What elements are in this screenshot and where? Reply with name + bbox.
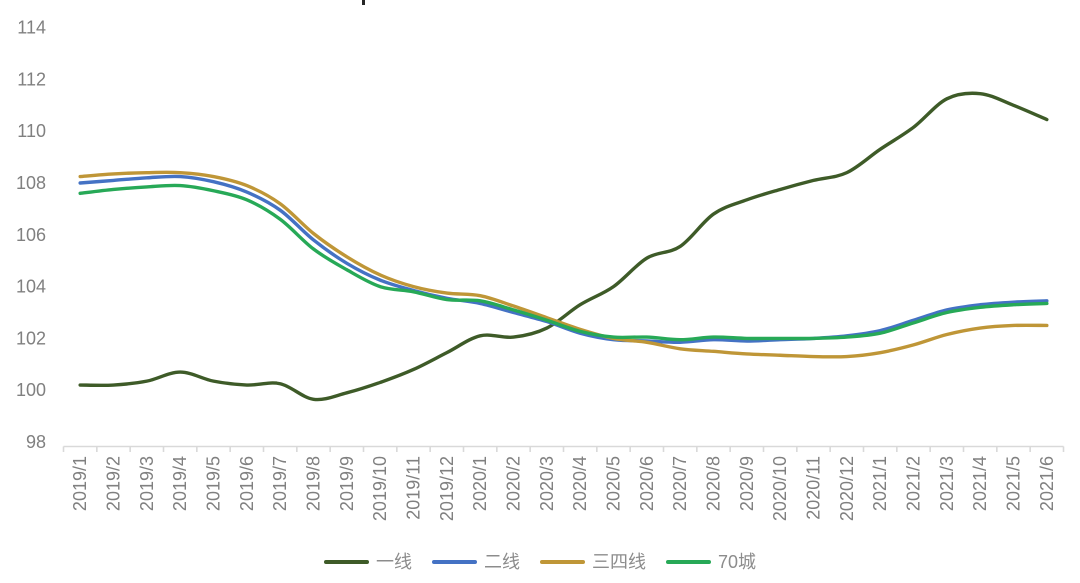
x-axis-label: 2019/3: [137, 456, 157, 511]
x-axis: [62, 445, 1065, 452]
x-axis-label: 2021/2: [904, 456, 924, 511]
x-axis-label: 2020/1: [470, 456, 490, 511]
series-line-cities70: [78, 183, 1049, 342]
x-axis-label: 2021/6: [1037, 456, 1057, 511]
x-axis-label: 2019/7: [270, 456, 290, 511]
chart-legend: 一线 二线 三四线 70城: [0, 548, 1080, 576]
y-axis-label: 104: [16, 277, 46, 297]
x-axis-label: 2020/3: [537, 456, 557, 511]
y-axis-label: 106: [16, 225, 46, 245]
x-axis-label: 2019/8: [304, 456, 324, 511]
legend-swatch-tier2: [431, 560, 477, 564]
x-axis-label: 2019/12: [437, 456, 457, 521]
y-axis-label: 112: [17, 69, 46, 89]
y-axis-label: 102: [16, 328, 46, 348]
x-axis-label: 2021/5: [1004, 456, 1024, 511]
x-axis-label: 2020/10: [770, 456, 790, 521]
y-axis-label: 98: [26, 432, 46, 452]
x-axis-label: 2019/11: [404, 456, 424, 520]
legend-swatch-tier34: [539, 560, 585, 564]
legend-item-tier1: 一线: [323, 552, 412, 572]
x-axis-label: 2020/5: [604, 456, 624, 511]
legend-label-tier2: 二线: [483, 552, 520, 572]
legend-item-tier34: 三四线: [539, 552, 646, 572]
legend-label-cities70: 70城: [717, 552, 757, 572]
x-axis-label: 2019/9: [337, 456, 357, 511]
y-axis-label: 114: [17, 18, 46, 38]
y-axis-label: 110: [17, 121, 46, 141]
x-axis-label: 2019/5: [204, 456, 224, 511]
x-axis-label: 2020/12: [837, 456, 857, 521]
y-axis-labels: 98 100 102 104 106 108 110 112 114: [16, 18, 46, 452]
x-axis-labels: 2019/1 2019/2 2019/3 2019/4 2019/5 2019/6 2019…: [70, 456, 1057, 521]
x-axis-label: 2021/1: [870, 456, 890, 511]
x-axis-label: 2020/9: [737, 456, 757, 511]
x-axis-label: 2020/6: [637, 456, 657, 511]
series-line-tier1: [78, 91, 1049, 402]
legend-label-tier34: 三四线: [591, 552, 646, 572]
legend-item-cities70: 70城: [665, 552, 757, 572]
x-axis-label: 2020/11: [804, 456, 824, 520]
legend-swatch-tier1: [323, 560, 369, 564]
legend-item-tier2: 二线: [431, 552, 520, 572]
series-line-tier34: [78, 170, 1049, 359]
y-axis-label: 108: [16, 173, 46, 193]
clipped-title-mark: [362, 0, 365, 5]
x-axis-label: 2019/10: [370, 456, 390, 521]
x-axis-label: 2020/2: [504, 456, 524, 511]
x-axis-label: 2020/7: [670, 456, 690, 511]
legend-label-tier1: 一线: [375, 552, 412, 572]
y-axis-label: 100: [16, 380, 46, 400]
legend-swatch-cities70: [665, 560, 711, 564]
x-axis-label: 2021/4: [970, 456, 990, 511]
x-axis-label: 2019/4: [170, 456, 190, 511]
x-axis-label: 2019/2: [104, 456, 124, 511]
x-axis-label: 2019/6: [237, 456, 257, 511]
x-axis-label: 2020/4: [570, 456, 590, 511]
x-axis-label: 2021/3: [937, 456, 957, 511]
x-axis-label: 2019/1: [70, 456, 90, 511]
x-axis-label: 2020/8: [704, 456, 724, 511]
